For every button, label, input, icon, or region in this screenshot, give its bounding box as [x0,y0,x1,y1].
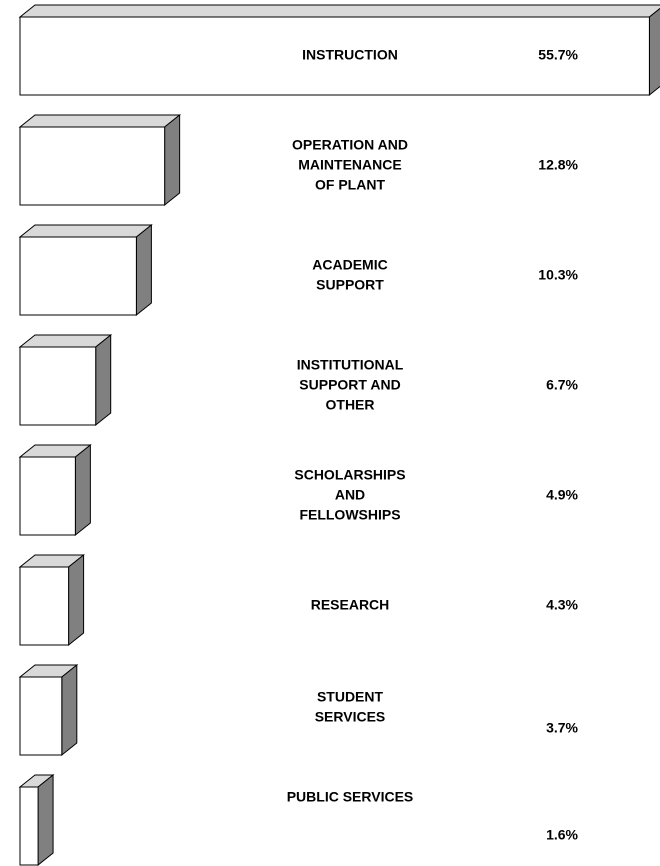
bar [19,346,97,426]
category-label: SUPPORT [316,277,384,293]
bar [19,456,76,536]
value-label: 1.6% [546,827,578,843]
bar-side [648,7,660,97]
category-label: STUDENT [317,689,384,705]
category-label: SCHOLARSHIPS [294,467,405,483]
value-label: 6.7% [546,377,578,393]
bar-side [164,113,181,207]
category-label: OPERATION AND [292,137,408,153]
bar-side [95,333,112,427]
value-label: 12.8% [538,157,578,173]
category-label: OF PLANT [315,177,385,193]
category-label: SUPPORT AND [299,377,400,393]
bar-top [18,4,660,18]
category-label: SERVICES [315,709,386,725]
value-label: 4.3% [546,597,578,613]
category-label: RESEARCH [311,597,390,613]
category-label: FELLOWSHIPS [299,507,400,523]
value-label: 3.7% [546,720,578,736]
bar-top [18,224,153,238]
bar-side [135,223,152,317]
bar [19,676,63,756]
bar-side [61,663,78,757]
bar [19,16,650,96]
bar-side [68,553,85,647]
bar [19,786,39,866]
bar-side [74,443,91,537]
bar [19,236,137,316]
bar-side [37,773,54,866]
category-label: PUBLIC SERVICES [287,789,414,805]
category-label: AND [335,487,365,503]
category-label: OTHER [326,397,375,413]
category-label: INSTRUCTION [302,47,398,63]
category-label: MAINTENANCE [298,157,401,173]
bar-top [18,114,182,128]
value-label: 10.3% [538,267,578,283]
bar [19,566,70,646]
value-label: 55.7% [538,47,578,63]
bar-top [18,334,113,348]
value-label: 4.9% [546,487,578,503]
bar [19,126,166,206]
category-label: ACADEMIC [312,257,387,273]
category-label: INSTITUTIONAL [297,357,404,373]
